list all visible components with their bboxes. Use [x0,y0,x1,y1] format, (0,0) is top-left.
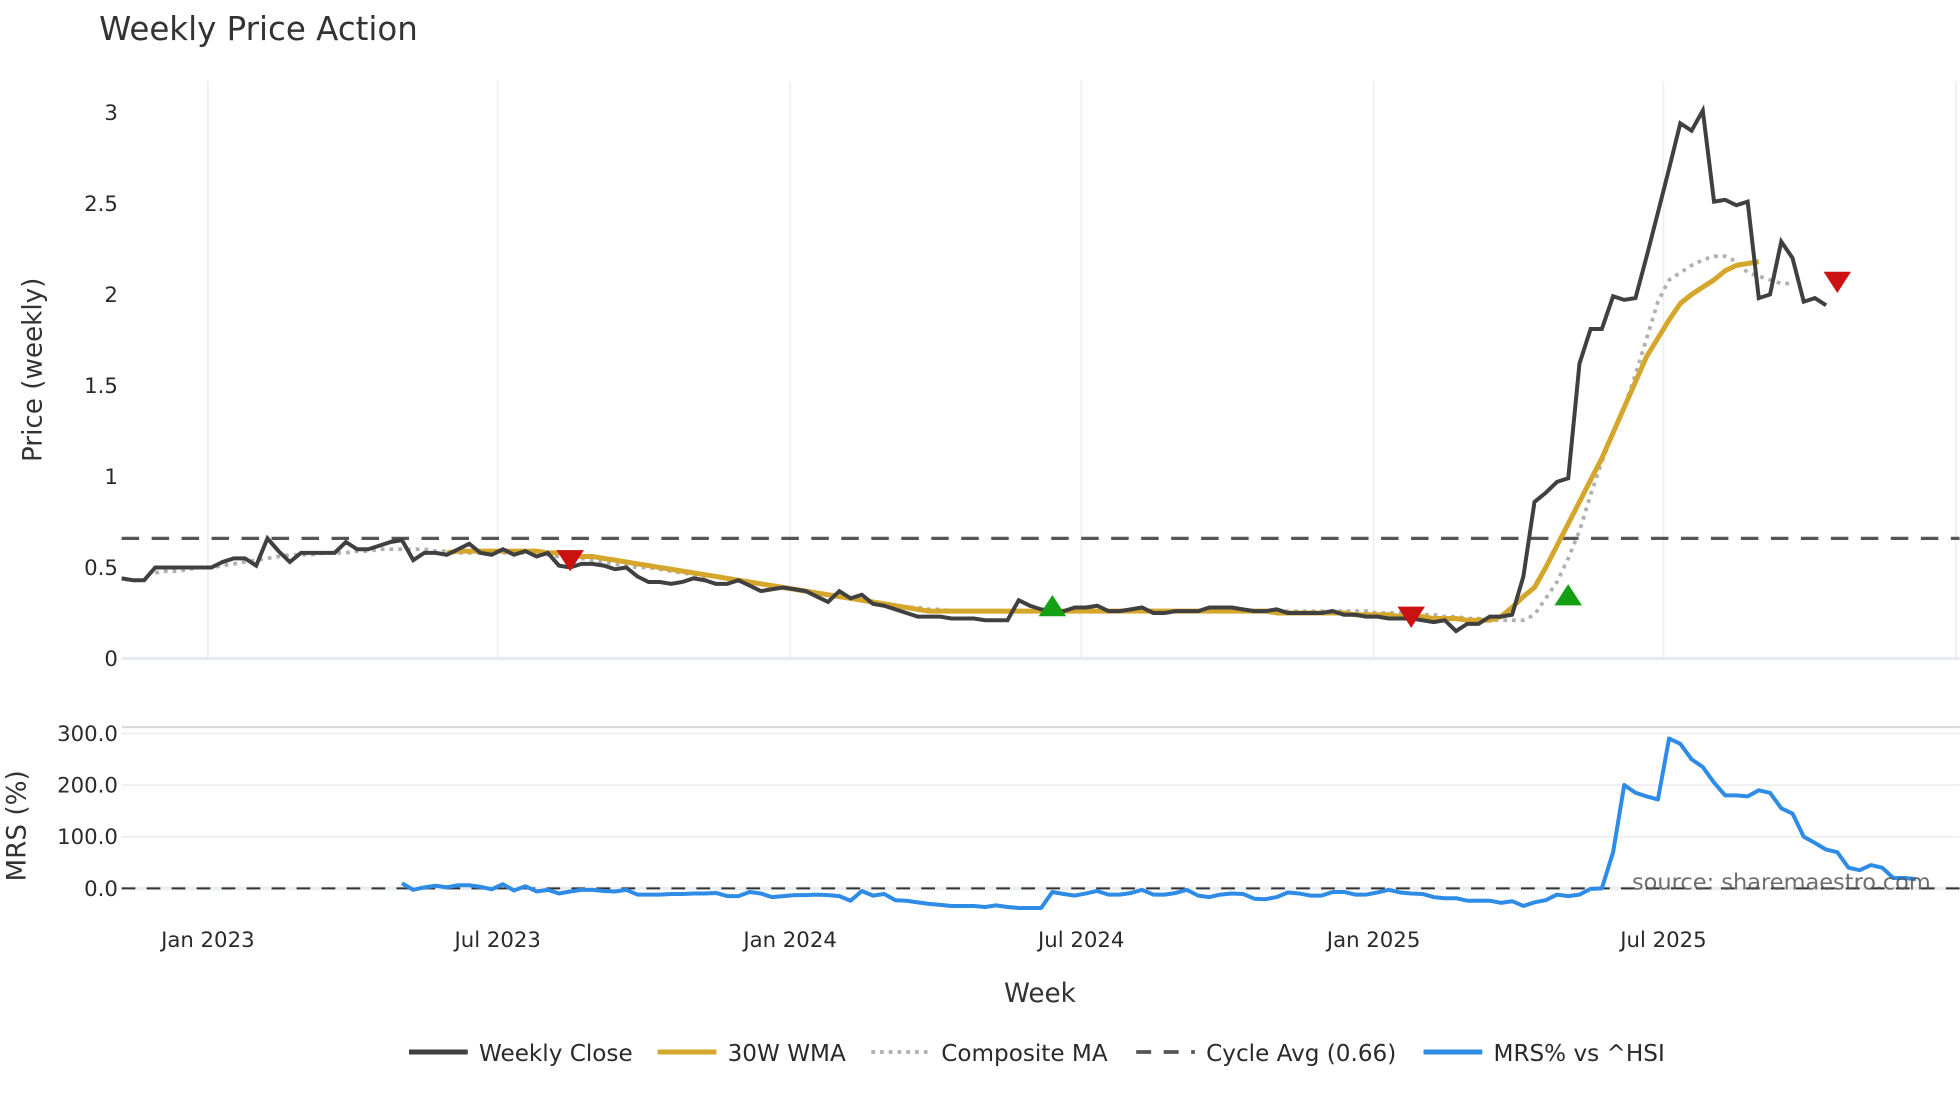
x-tick-label: Jul 2025 [1618,928,1706,953]
buy-signal-icon [1554,584,1582,606]
mrs-panel: 0.0 100.0 200.0 300.0 MRS (%) source: share… [2,722,1960,910]
x-axis-ticks: Jan 2023 Jul 2023 Jan 2024 Jul 2024 Jan 2025… [159,928,1707,953]
legend-label: Cycle Avg (0.66) [1206,1041,1396,1067]
x-tick-label: Jul 2023 [453,928,541,953]
mrs-y-tick: 100.0 [57,825,118,850]
price-y-tick: 0.5 [84,556,118,581]
price-y-tick: 1.5 [84,374,118,399]
price-panel: 0 0.5 1 1.5 2 2.5 3 Price (weekly) [19,81,1960,672]
mrs-y-tick: 300.0 [57,722,118,747]
legend-item[interactable]: MRS% vs ^HSI [1423,1041,1665,1067]
legend-item[interactable]: Cycle Avg (0.66) [1136,1041,1396,1067]
legend-label: Weekly Close [479,1041,633,1067]
mrs-y-tick: 0.0 [84,877,118,902]
x-axis-title: Week [1004,979,1077,1009]
legend-item[interactable]: Weekly Close [409,1041,633,1067]
legend-label: 30W WMA [728,1041,846,1067]
x-tick-label: Jan 2025 [1325,928,1421,953]
price-y-tick: 2.5 [84,192,118,217]
legend-label: Composite MA [941,1041,1108,1067]
x-tick-label: Jul 2024 [1036,928,1124,953]
source-watermark: source: sharemaestro.com [1632,870,1931,896]
weekly-close-line [121,104,1828,634]
price-y-tick: 3 [104,101,118,126]
sell-signal-icon [1823,271,1852,293]
sell-signal-icon [1397,606,1425,628]
legend: Weekly Close 30W WMA Composite MA Cycle Avg… [409,1041,1665,1067]
price-y-axis-title: Price (weekly) [19,278,49,462]
mrs-y-axis-title: MRS (%) [2,770,32,881]
mrs-y-tick: 200.0 [57,774,118,799]
price-y-tick: 0 [104,647,118,672]
price-y-tick: 1 [104,465,118,490]
price-gridlines [206,81,1957,659]
x-tick-label: Jan 2023 [159,928,255,953]
wma-30w-line [446,259,1760,623]
chart-title: Weekly Price Action [99,10,418,48]
buy-signal-icon [1038,594,1067,617]
legend-label: MRS% vs ^HSI [1494,1041,1665,1067]
mrs-line [400,736,1917,910]
mrs-y-ticks: 0.0 100.0 200.0 300.0 [57,722,118,902]
signal-markers [556,271,1852,628]
legend-item[interactable]: 30W WMA [657,1041,846,1067]
price-y-ticks: 0 0.5 1 1.5 2 2.5 3 [84,101,118,672]
legend-item[interactable]: Composite MA [871,1041,1108,1067]
price-y-tick: 2 [104,283,118,308]
sell-signal-icon [556,550,584,572]
x-tick-label: Jan 2024 [741,928,837,953]
